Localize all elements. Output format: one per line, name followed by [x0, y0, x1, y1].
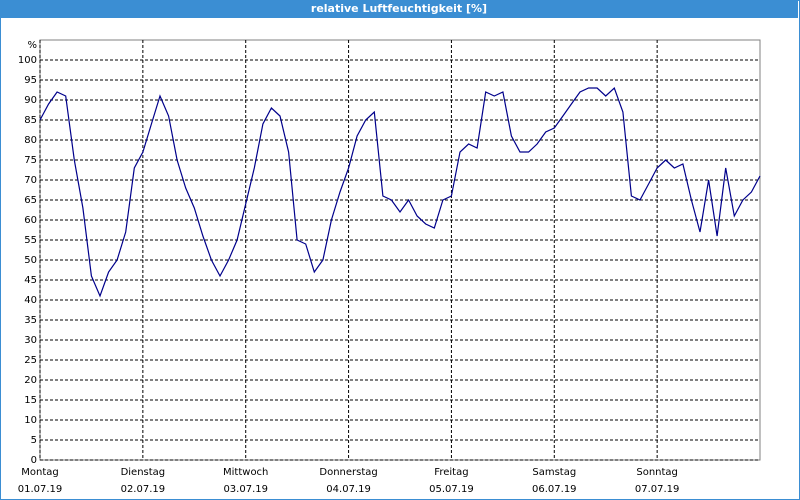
y-tick-label: 50	[24, 255, 37, 266]
x-tick-date: 02.07.19	[121, 484, 166, 495]
y-tick-label: 80	[24, 135, 37, 146]
y-tick-label: 85	[24, 115, 37, 126]
x-tick-label: Samstag	[532, 467, 576, 478]
y-tick-label: 70	[24, 175, 37, 186]
x-tick-date: 05.07.19	[429, 484, 474, 495]
y-tick-label: 75	[24, 155, 37, 166]
x-tick-label: Dienstag	[121, 467, 166, 478]
title-bar: relative Luftfeuchtigkeit [%]	[0, 0, 798, 18]
x-tick-label: Montag	[21, 467, 58, 478]
x-tick-date: 03.07.19	[223, 484, 268, 495]
y-tick-label: 0	[31, 455, 37, 466]
y-tick-label: 20	[24, 375, 37, 386]
x-tick-label: Mittwoch	[223, 467, 268, 478]
data-line	[39, 86, 761, 298]
x-tick-date: 06.07.19	[532, 484, 577, 495]
x-tick-date: 07.07.19	[635, 484, 680, 495]
y-tick-label: 100	[18, 55, 37, 66]
y-tick-label: 15	[24, 395, 37, 406]
plot-area	[39, 39, 761, 461]
y-axis-label: %	[27, 40, 37, 51]
x-tick-label: Freitag	[434, 467, 468, 478]
y-tick-label: 95	[24, 75, 37, 86]
y-tick-label: 60	[24, 215, 37, 226]
y-tick-label: 90	[24, 95, 37, 106]
y-tick-label: 55	[24, 235, 37, 246]
y-tick-label: 65	[24, 195, 37, 206]
x-tick-label: Donnerstag	[319, 467, 377, 478]
y-tick-label: 25	[24, 355, 37, 366]
y-tick-label: 30	[24, 335, 37, 346]
y-tick-label: 40	[24, 295, 37, 306]
x-tick-label: Sonntag	[636, 467, 678, 478]
y-tick-label: 45	[24, 275, 37, 286]
x-tick-date: 04.07.19	[326, 484, 371, 495]
y-tick-label: 35	[24, 315, 37, 326]
y-tick-label: 10	[24, 415, 37, 426]
y-tick-label: 5	[31, 435, 37, 446]
x-tick-date: 01.07.19	[18, 484, 63, 495]
